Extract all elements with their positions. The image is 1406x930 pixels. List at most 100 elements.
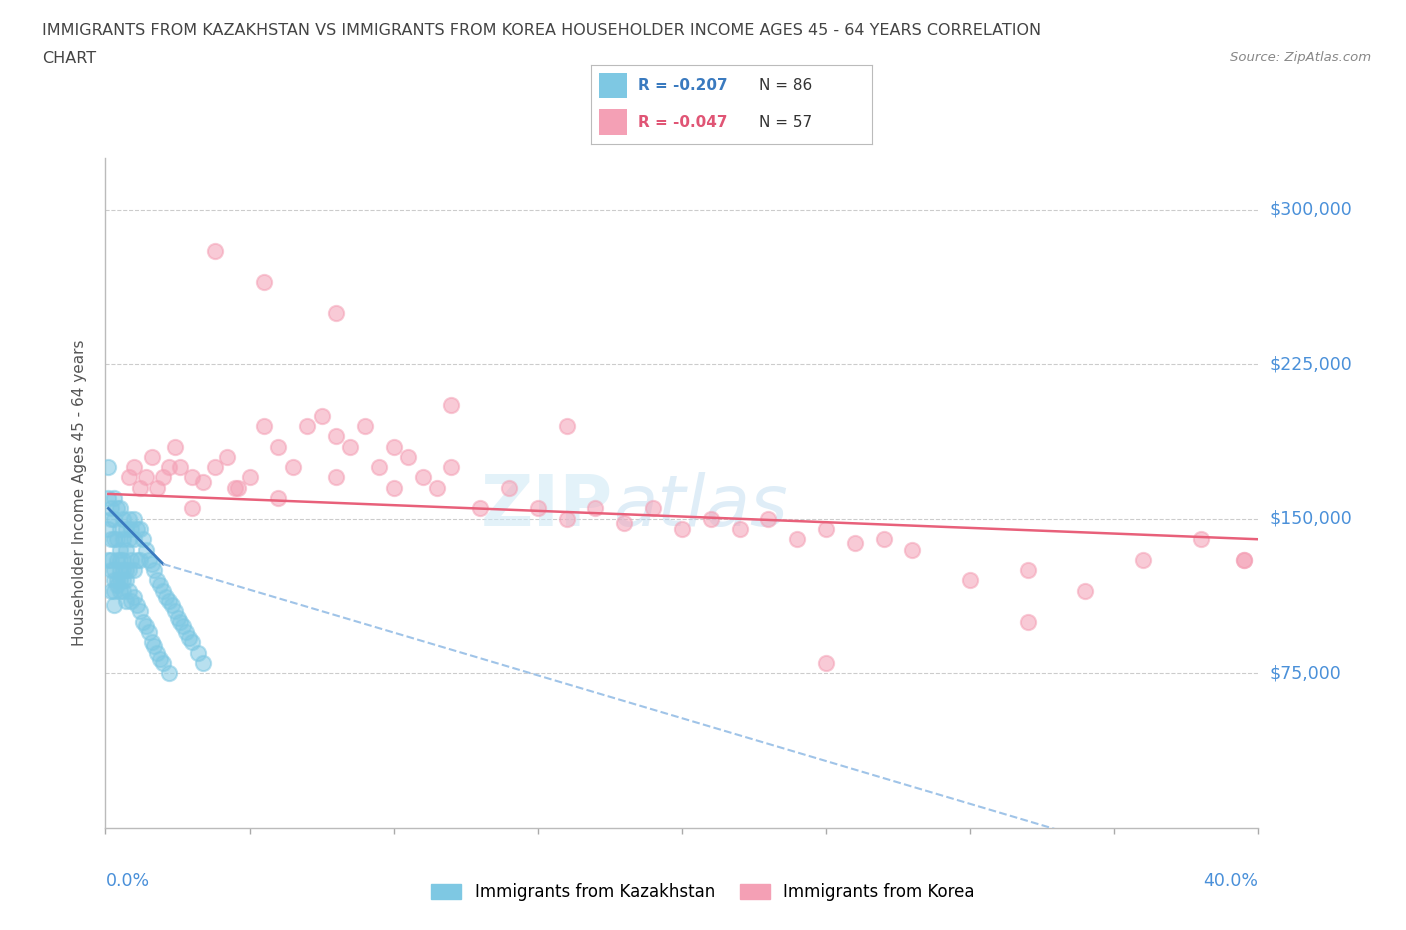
Point	[138, 552, 160, 567]
Point	[135, 618, 157, 633]
Point	[97, 522, 120, 537]
Point	[526, 501, 548, 516]
Point	[127, 598, 149, 613]
Point	[169, 459, 191, 474]
Point	[180, 470, 202, 485]
Point	[117, 583, 139, 598]
Point	[149, 651, 172, 666]
Point	[100, 583, 122, 598]
Text: R = -0.207: R = -0.207	[638, 78, 728, 93]
Point	[253, 418, 276, 433]
Point	[103, 512, 125, 526]
Point	[728, 522, 751, 537]
Point	[325, 470, 347, 485]
Point	[815, 522, 838, 537]
Bar	[599, 73, 627, 99]
Text: 0.0%: 0.0%	[105, 872, 149, 890]
Point	[146, 573, 169, 588]
Point	[117, 563, 139, 578]
Point	[141, 556, 163, 571]
Point	[132, 532, 155, 547]
Point	[105, 501, 128, 516]
Point	[155, 590, 177, 604]
Text: Source: ZipAtlas.com: Source: ZipAtlas.com	[1230, 51, 1371, 64]
Point	[382, 439, 405, 454]
Point	[111, 583, 134, 598]
Point	[786, 532, 808, 547]
Text: CHART: CHART	[42, 51, 96, 66]
Point	[105, 578, 128, 592]
Y-axis label: Householder Income Ages 45 - 64 years: Householder Income Ages 45 - 64 years	[72, 339, 87, 646]
Point	[267, 491, 290, 506]
Point	[152, 583, 174, 598]
Point	[124, 590, 146, 604]
Point	[498, 480, 520, 495]
Point	[193, 656, 215, 671]
Point	[226, 480, 249, 495]
Point	[127, 552, 149, 567]
Point	[641, 501, 665, 516]
Point	[815, 656, 838, 671]
Point	[108, 501, 131, 516]
Point	[325, 305, 347, 320]
Point	[97, 552, 120, 567]
Point	[180, 501, 202, 516]
Point	[100, 552, 122, 567]
Point	[111, 512, 134, 526]
Point	[160, 598, 183, 613]
Text: N = 57: N = 57	[759, 114, 813, 129]
Point	[163, 604, 186, 618]
Point	[555, 418, 578, 433]
Point	[120, 552, 142, 567]
Text: 40.0%: 40.0%	[1204, 872, 1258, 890]
Point	[671, 522, 693, 537]
Point	[103, 491, 125, 506]
Point	[146, 480, 169, 495]
Point	[111, 532, 134, 547]
Point	[253, 274, 276, 289]
Legend: Immigrants from Kazakhstan, Immigrants from Korea: Immigrants from Kazakhstan, Immigrants f…	[425, 876, 981, 908]
Point	[114, 573, 136, 588]
Point	[108, 522, 131, 537]
Point	[129, 552, 152, 567]
Point	[100, 501, 122, 516]
Point	[872, 532, 896, 547]
Point	[959, 573, 981, 588]
Point	[132, 614, 155, 629]
Point	[103, 583, 125, 598]
Point	[149, 578, 172, 592]
Point	[103, 563, 125, 578]
Point	[129, 522, 152, 537]
Point	[108, 573, 131, 588]
Point	[224, 480, 246, 495]
Point	[105, 532, 128, 547]
Text: N = 86: N = 86	[759, 78, 813, 93]
Point	[129, 480, 152, 495]
Point	[204, 459, 226, 474]
Point	[699, 512, 723, 526]
Point	[204, 244, 226, 259]
Point	[100, 563, 122, 578]
Point	[585, 501, 607, 516]
Point	[152, 656, 174, 671]
Point	[114, 563, 136, 578]
Point	[555, 512, 578, 526]
Point	[141, 635, 163, 650]
Point	[141, 449, 163, 464]
Point	[111, 573, 134, 588]
Point	[169, 614, 191, 629]
Point	[138, 625, 160, 640]
Point	[111, 563, 134, 578]
Point	[239, 470, 262, 485]
Point	[108, 542, 131, 557]
Point	[143, 639, 166, 654]
Point	[97, 491, 120, 506]
Point	[187, 645, 209, 660]
Point	[135, 470, 157, 485]
Point	[114, 542, 136, 557]
Point	[129, 604, 152, 618]
Point	[97, 459, 120, 474]
Text: ZIP: ZIP	[481, 472, 613, 540]
Point	[117, 512, 139, 526]
Point	[108, 563, 131, 578]
